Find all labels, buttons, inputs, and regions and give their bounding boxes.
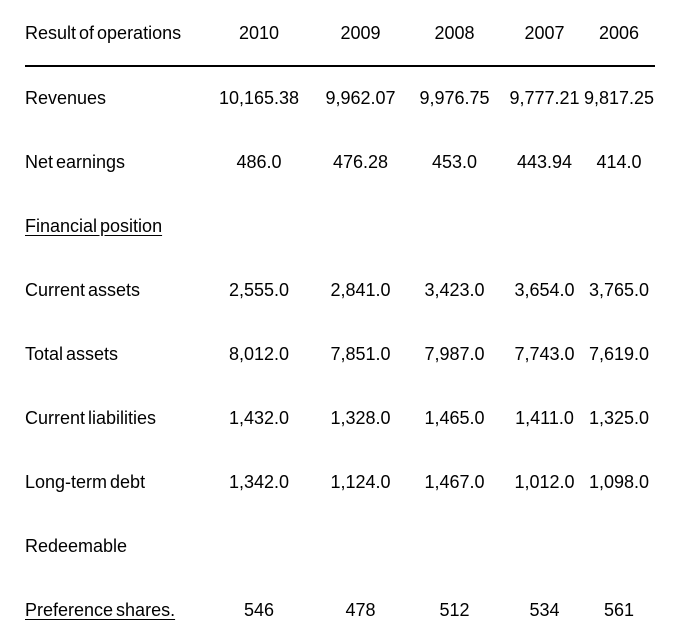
table-row-long-term-debt: Long-term debt 1,342.0 1,124.0 1,467.0 1… — [25, 450, 655, 514]
row-label: Redeemable — [25, 535, 128, 556]
section-title-financial-position: Financial position — [25, 215, 163, 236]
financial-summary-table: Result of operations 2010 2009 2008 2007… — [25, 2, 655, 636]
cell-value — [506, 194, 583, 258]
row-label: Net earnings — [25, 151, 126, 172]
row-label: Revenues — [25, 88, 107, 108]
cell-value: 2,555.0 — [228, 279, 290, 300]
cell-value: 1,465.0 — [424, 407, 485, 428]
row-label: Preference shares. — [25, 599, 176, 620]
cell-value — [403, 194, 506, 258]
cell-value: 1,124.0 — [330, 471, 391, 492]
table-header-row: Result of operations 2010 2009 2008 2007… — [25, 2, 655, 67]
cell-value: 512 — [439, 599, 470, 620]
cell-value: 414.0 — [596, 151, 642, 172]
cell-value — [318, 514, 403, 578]
cell-value: 7,851.0 — [330, 343, 391, 364]
cell-value: 9,976.75 — [419, 88, 490, 108]
table-row-total-assets: Total assets 8,012.0 7,851.0 7,987.0 7,7… — [25, 322, 655, 386]
cell-value: 443.94 — [516, 151, 573, 172]
table-row-current-liabilities: Current liabilities 1,432.0 1,328.0 1,46… — [25, 386, 655, 450]
table-row-revenues: Revenues 10,165.38 9,962.07 9,976.75 9,7… — [25, 66, 655, 130]
cell-value: 8,012.0 — [228, 343, 290, 364]
cell-value — [583, 194, 655, 258]
row-label: Current assets — [25, 279, 141, 300]
cell-value: 10,165.38 — [218, 88, 300, 108]
cell-value: 1,325.0 — [588, 407, 650, 428]
cell-value — [583, 514, 655, 578]
cell-value — [318, 194, 403, 258]
year-column-header: 2009 — [318, 2, 403, 67]
cell-value: 7,987.0 — [424, 343, 485, 364]
cell-value: 9,817.25 — [583, 88, 655, 108]
table-row-financial-position: Financial position — [25, 194, 655, 258]
section-title-result-of-operations: Result of operations — [25, 2, 200, 67]
cell-value — [506, 514, 583, 578]
table-row-preference-shares: Preference shares. 546 478 512 534 561 — [25, 578, 655, 636]
cell-value: 546 — [243, 599, 275, 620]
cell-value: 3,423.0 — [424, 279, 485, 300]
cell-value: 7,619.0 — [588, 343, 650, 364]
year-column-header: 2006 — [583, 2, 655, 67]
cell-value: 1,012.0 — [514, 471, 575, 492]
cell-value: 476.28 — [332, 151, 389, 172]
cell-value: 1,411.0 — [515, 407, 574, 428]
table-row-redeemable: Redeemable — [25, 514, 655, 578]
cell-value: 534 — [529, 599, 560, 620]
cell-value: 2,841.0 — [330, 279, 391, 300]
cell-value — [403, 514, 506, 578]
cell-value: 1,342.0 — [228, 471, 290, 492]
cell-value: 1,432.0 — [228, 407, 290, 428]
cell-value: 3,765.0 — [588, 279, 650, 300]
cell-value: 7,743.0 — [514, 343, 575, 364]
year-column-header: 2008 — [403, 2, 506, 67]
cell-value: 486.0 — [236, 151, 282, 172]
cell-value — [200, 514, 318, 578]
row-label: Current liabilities — [25, 407, 157, 428]
cell-value: 9,777.21 — [509, 88, 580, 108]
cell-value: 3,654.0 — [514, 279, 575, 300]
cell-value: 561 — [603, 599, 635, 620]
table-row-current-assets: Current assets 2,555.0 2,841.0 3,423.0 3… — [25, 258, 655, 322]
row-label: Long-term debt — [25, 471, 146, 492]
cell-value: 478 — [345, 599, 376, 620]
year-column-header: 2010 — [200, 2, 318, 67]
year-column-header: 2007 — [506, 2, 583, 67]
cell-value: 9,962.07 — [325, 88, 396, 108]
cell-value: 1,098.0 — [588, 471, 650, 492]
cell-value — [200, 194, 318, 258]
table-row-net-earnings: Net earnings 486.0 476.28 453.0 443.94 4… — [25, 130, 655, 194]
row-label: Total assets — [25, 343, 119, 364]
cell-value: 453.0 — [431, 151, 478, 172]
cell-value: 1,467.0 — [424, 471, 485, 492]
cell-value: 1,328.0 — [330, 407, 391, 428]
